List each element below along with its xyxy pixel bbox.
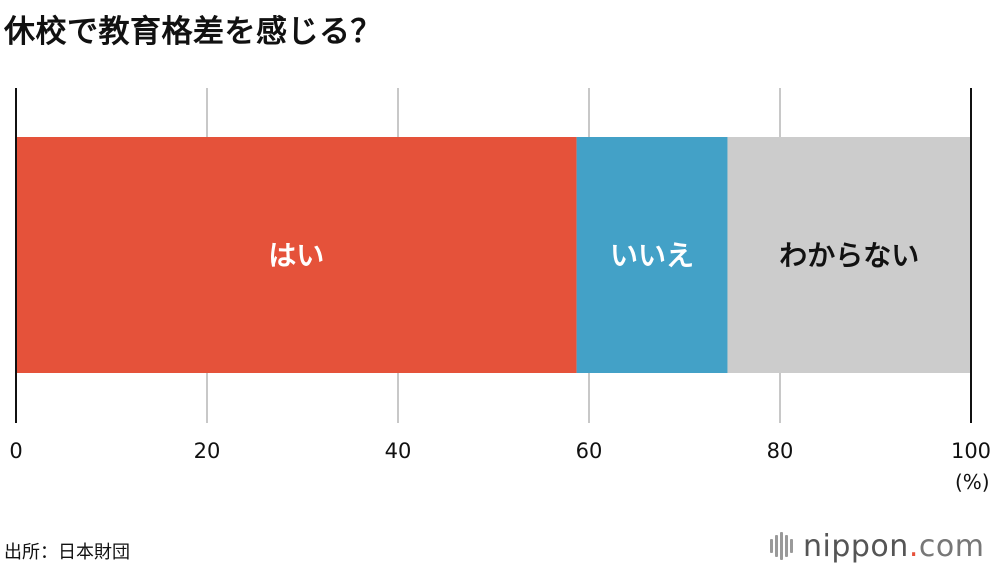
nippon-logo[interactable]: nippon. com: [770, 528, 985, 564]
x-tick-label: 80: [767, 439, 794, 463]
segment-label: わからない: [779, 239, 919, 272]
x-tick-label: 0: [9, 439, 22, 463]
logo-dot: .: [908, 528, 919, 564]
source-note: 出所：日本財団: [4, 542, 130, 563]
logo-mark-icon: [770, 532, 793, 560]
segment-label: いいえ: [610, 239, 694, 272]
bar-segment: [16, 137, 577, 373]
bar-segment: [727, 137, 971, 373]
segment-label: はい: [268, 239, 324, 272]
chart-title: 休校で教育格差を感じる？: [4, 14, 382, 50]
x-tick-label: 100: [951, 439, 991, 463]
x-tick-label: 60: [576, 439, 603, 463]
logo-name: nippon: [803, 528, 909, 564]
x-axis-unit: (%): [955, 470, 990, 494]
bar-segment: [576, 137, 728, 373]
x-tick-label: 40: [385, 439, 412, 463]
x-tick-label: 20: [194, 439, 221, 463]
logo-tld: com: [918, 528, 985, 564]
